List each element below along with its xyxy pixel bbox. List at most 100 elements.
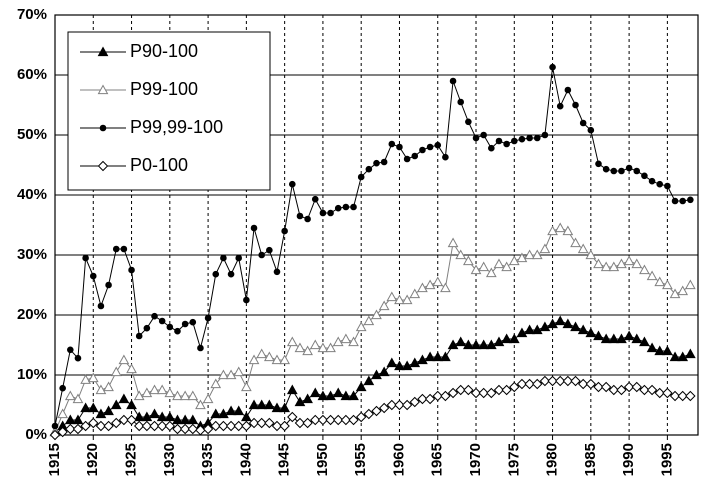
marker: [118, 354, 130, 365]
marker: [602, 165, 610, 173]
marker: [65, 423, 76, 435]
marker: [197, 344, 204, 352]
marker: [541, 131, 549, 139]
marker: [671, 197, 679, 205]
marker: [141, 420, 153, 432]
marker: [555, 375, 566, 387]
marker: [455, 336, 467, 347]
marker: [243, 296, 250, 304]
marker: [463, 255, 474, 266]
marker: [355, 411, 367, 423]
marker: [365, 165, 373, 173]
marker: [662, 279, 673, 290]
marker: [593, 381, 604, 393]
marker: [72, 414, 84, 425]
marker: [87, 372, 99, 383]
marker: [417, 282, 428, 293]
marker: [488, 144, 495, 152]
marker: [669, 351, 681, 362]
marker: [286, 384, 298, 395]
marker: [641, 172, 648, 180]
marker: [449, 77, 457, 85]
marker: [103, 420, 114, 432]
y-tick-label: 40%: [17, 186, 47, 203]
marker: [111, 417, 122, 429]
marker: [600, 381, 612, 393]
marker: [401, 360, 413, 371]
x-tick-label: 1960: [390, 443, 407, 476]
marker: [570, 321, 581, 332]
marker: [97, 84, 109, 95]
marker: [470, 387, 482, 399]
marker: [463, 384, 474, 396]
marker: [501, 261, 512, 272]
marker: [432, 276, 444, 287]
x-tick-label: 1925: [123, 443, 140, 476]
marker: [172, 423, 183, 435]
marker: [279, 354, 290, 365]
marker: [455, 384, 466, 396]
marker: [386, 291, 398, 302]
x-tick-label: 1945: [276, 443, 293, 476]
marker: [355, 321, 367, 332]
marker: [156, 420, 168, 432]
marker: [386, 399, 398, 411]
legend-label: P99-100: [130, 79, 198, 99]
marker: [677, 285, 689, 296]
marker: [516, 252, 528, 263]
marker: [218, 369, 229, 380]
marker: [570, 237, 581, 248]
marker: [143, 324, 151, 332]
marker: [572, 101, 579, 109]
marker: [440, 351, 451, 362]
marker: [89, 272, 97, 280]
marker: [577, 243, 589, 254]
marker: [210, 420, 221, 432]
marker: [478, 339, 490, 350]
marker: [225, 420, 237, 432]
marker: [419, 146, 426, 154]
marker: [202, 423, 214, 435]
marker: [662, 345, 673, 356]
marker: [95, 420, 107, 432]
marker: [287, 411, 298, 423]
marker: [87, 402, 99, 413]
marker: [662, 387, 673, 399]
y-tick-label: 50%: [17, 126, 47, 143]
marker: [302, 417, 313, 429]
marker: [547, 375, 558, 387]
x-tick-label: 1980: [544, 443, 561, 476]
marker: [97, 160, 109, 172]
marker: [470, 339, 482, 350]
marker: [187, 423, 198, 435]
marker: [296, 212, 304, 220]
marker: [302, 345, 313, 356]
marker: [509, 381, 520, 393]
marker: [118, 393, 130, 404]
x-tick-label: 1965: [429, 443, 446, 476]
marker: [256, 348, 268, 359]
marker: [59, 384, 66, 392]
marker: [64, 390, 76, 401]
marker: [105, 281, 112, 289]
marker: [333, 414, 344, 426]
marker: [549, 63, 556, 71]
marker: [623, 381, 635, 393]
marker: [72, 423, 84, 435]
marker: [187, 414, 199, 425]
marker: [302, 393, 313, 404]
marker: [357, 173, 365, 181]
y-tick-label: 30%: [17, 246, 47, 263]
marker: [654, 276, 666, 287]
marker: [587, 126, 595, 134]
marker: [554, 222, 566, 233]
x-tick-label: 1930: [161, 443, 178, 476]
marker: [311, 195, 319, 203]
marker: [585, 327, 597, 338]
marker: [493, 258, 505, 269]
marker: [317, 342, 329, 353]
marker: [348, 414, 359, 426]
marker: [608, 261, 620, 272]
marker: [248, 354, 260, 365]
marker: [394, 294, 405, 305]
